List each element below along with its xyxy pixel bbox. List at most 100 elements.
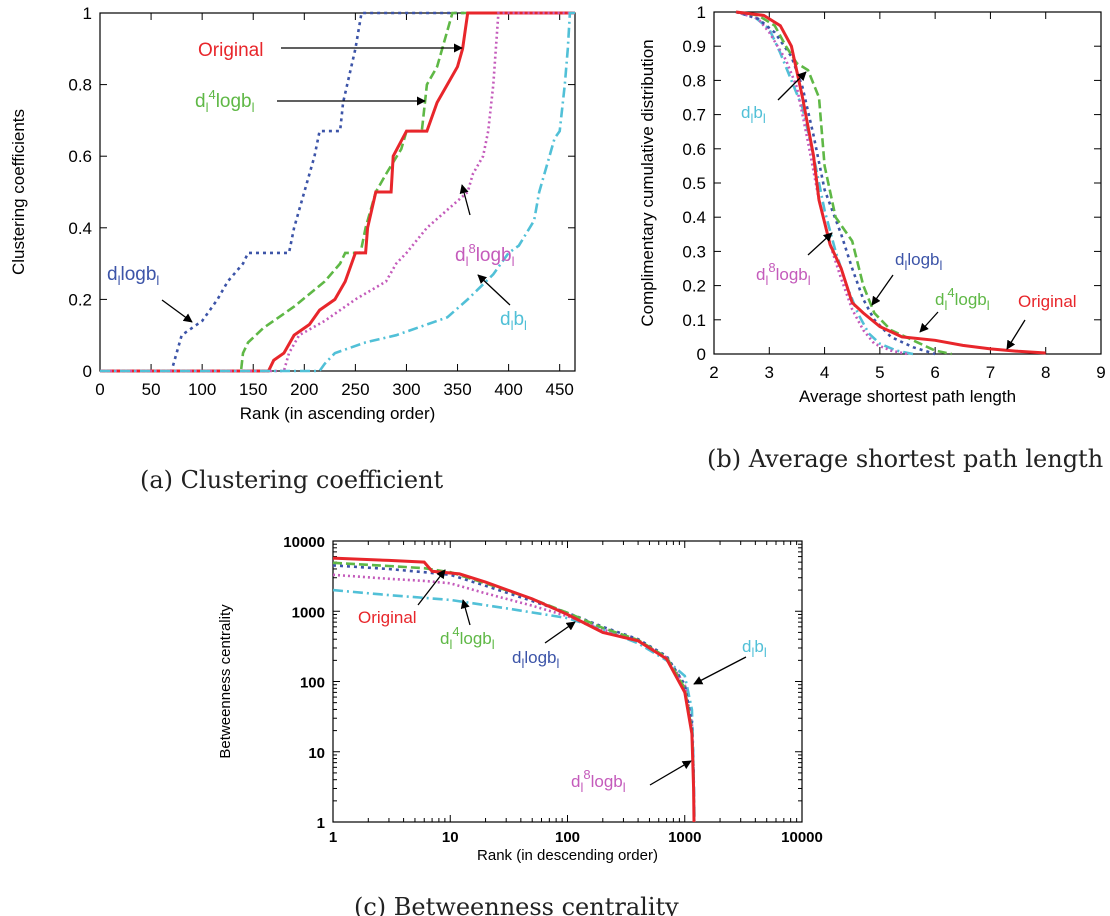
x-axis-label: Rank (in descending order) bbox=[477, 847, 658, 864]
y-axis-label: Clustering coefficients bbox=[9, 109, 28, 275]
series-line-d4 bbox=[735, 10, 952, 356]
y-tick-label: 0.5 bbox=[682, 174, 706, 193]
x-tick-label: 4 bbox=[820, 363, 829, 382]
caption: (b) Average shortest path length bbox=[707, 445, 1103, 473]
x-tick-label: 200 bbox=[290, 380, 318, 399]
series-line-d8 bbox=[332, 573, 696, 823]
x-tick-label: 250 bbox=[341, 380, 369, 399]
x-tick-label: 9 bbox=[1096, 363, 1105, 382]
series-line-original bbox=[735, 10, 1046, 355]
caption: (c) Betweenness centrality bbox=[354, 893, 679, 916]
series-line-db bbox=[100, 11, 575, 373]
chart-c: 1 10 100 1000 10000 1 10 100 1000 10000 Rank (in d… bbox=[217, 534, 823, 916]
y-tick-label: 1 bbox=[83, 4, 92, 23]
x-tick-label: 1000 bbox=[668, 829, 701, 846]
series-line-d4 bbox=[332, 561, 696, 823]
series-line-db bbox=[735, 10, 914, 356]
label-original: Original bbox=[198, 40, 263, 61]
annotation-arrow bbox=[649, 760, 692, 786]
x-tick-label: 150 bbox=[239, 380, 267, 399]
label-original: Original bbox=[358, 608, 417, 627]
y-tick-label: 100 bbox=[300, 675, 325, 692]
series-line-d8 bbox=[100, 11, 575, 373]
y-axis-label: Betweenness centrality bbox=[217, 604, 234, 759]
annotation-arrow bbox=[1006, 319, 1026, 350]
annotation-arrow bbox=[871, 274, 894, 306]
series-line-original bbox=[332, 556, 696, 823]
x-axis-label: Rank (in ascending order) bbox=[240, 404, 436, 423]
x-tick-label: 10 bbox=[442, 829, 459, 846]
label-dl-logb: dllogbl bbox=[895, 250, 943, 273]
y-tick-label: 1000 bbox=[292, 604, 325, 621]
y-tick-label: 0.1 bbox=[682, 311, 706, 330]
y-tick-label: 0.9 bbox=[682, 37, 706, 56]
label-dl-logb: dllogbl bbox=[512, 648, 560, 671]
y-tick-label: 0.4 bbox=[682, 208, 706, 227]
y-tick-label: 0.2 bbox=[68, 290, 92, 309]
y-tick-label: 1 bbox=[317, 815, 325, 832]
x-tick-label: 350 bbox=[443, 380, 471, 399]
series-line-d8 bbox=[735, 10, 908, 356]
y-tick-label: 0.6 bbox=[68, 147, 92, 166]
caption: (a) Clustering coefficient bbox=[140, 466, 444, 494]
y-tick-label: 10000 bbox=[283, 534, 325, 551]
y-axis-label: Complimentary cumulative distribution bbox=[638, 39, 657, 326]
series-line-original bbox=[100, 11, 575, 373]
label-d8-logb: dl8logbl bbox=[571, 767, 626, 795]
y-tick-label: 0.4 bbox=[68, 219, 92, 238]
series-line-dl bbox=[100, 11, 575, 373]
x-tick-label: 10000 bbox=[781, 829, 823, 846]
annotation-arrow bbox=[161, 299, 193, 323]
x-axis-label: Average shortest path length bbox=[799, 387, 1016, 406]
label-d4-logb: dl4logbl bbox=[440, 624, 495, 652]
x-tick-label: 400 bbox=[494, 380, 522, 399]
label-original: Original bbox=[1018, 292, 1077, 311]
x-tick-label: 100 bbox=[188, 380, 216, 399]
x-tick-label: 3 bbox=[765, 363, 774, 382]
x-tick-label: 5 bbox=[875, 363, 884, 382]
label-dl-logb: dllogbl bbox=[107, 264, 159, 288]
annotation-arrow bbox=[777, 71, 807, 101]
annotation-arrow bbox=[807, 232, 833, 256]
series-line-dl bbox=[735, 10, 936, 356]
annotation-arrow bbox=[459, 184, 471, 216]
annotation-arrow bbox=[460, 599, 471, 626]
x-tick-label: 7 bbox=[986, 363, 995, 382]
label-d8-logb: dl8logbl bbox=[756, 260, 811, 288]
chart-b: 2 3 4 5 6 7 8 9 0 0.1 0.2 0.3 0.4 0.5 0.6 0.7 0.8 0.9 1 Ave… bbox=[638, 3, 1106, 473]
y-tick-label: 1 bbox=[697, 3, 706, 22]
annotation-arrow bbox=[417, 569, 446, 606]
annotation-arrow bbox=[693, 656, 747, 685]
plot-frame bbox=[99, 12, 576, 372]
x-tick-label: 450 bbox=[545, 380, 573, 399]
plot-frame bbox=[332, 540, 803, 823]
annotation-arrow bbox=[919, 311, 939, 333]
y-tick-label: 0.3 bbox=[682, 242, 706, 261]
x-tick-label: 300 bbox=[392, 380, 420, 399]
label-d4-logb: dl4logbl bbox=[195, 87, 255, 115]
y-tick-label: 0 bbox=[83, 362, 92, 381]
y-tick-label: 0.6 bbox=[682, 140, 706, 159]
x-tick-label: 50 bbox=[142, 380, 161, 399]
label-db: dlbl bbox=[742, 637, 767, 660]
chart-a: 0 50 100 150 200 250 300 350 400 450 0 0.2 0.4 0.6 0.8… bbox=[9, 4, 576, 494]
series-line-dl bbox=[332, 564, 696, 823]
label-db: dlbl bbox=[741, 103, 766, 126]
y-tick-label: 0.2 bbox=[682, 277, 706, 296]
annotation-arrow bbox=[544, 621, 576, 644]
y-tick-label: 10 bbox=[308, 745, 325, 762]
y-tick-label: 0 bbox=[697, 345, 706, 364]
y-tick-label: 0.8 bbox=[682, 71, 706, 90]
x-tick-label: 1 bbox=[329, 829, 337, 846]
y-tick-label: 0.8 bbox=[68, 76, 92, 95]
y-tick-label: 0.7 bbox=[682, 106, 706, 125]
x-tick-label: 2 bbox=[709, 363, 718, 382]
x-tick-label: 8 bbox=[1041, 363, 1050, 382]
annotation-arrow bbox=[477, 274, 511, 306]
label-d8-logb: dl8logbl bbox=[455, 241, 515, 269]
label-d4-logb: dl4logbl bbox=[935, 285, 990, 313]
label-db: dlbl bbox=[500, 309, 527, 333]
x-tick-label: 6 bbox=[930, 363, 939, 382]
x-tick-label: 0 bbox=[95, 380, 104, 399]
